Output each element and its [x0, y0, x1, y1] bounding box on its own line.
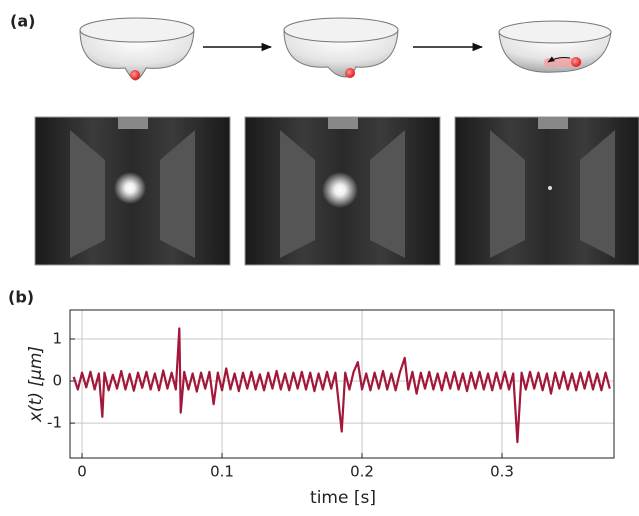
camera-image — [244, 116, 441, 266]
panel-label: (b) — [8, 288, 34, 307]
x-tick-label: 0.3 — [490, 463, 514, 481]
y-tick-label: 0 — [52, 372, 62, 390]
bowl-illustration — [498, 20, 612, 73]
x-tick-label: 0.2 — [350, 463, 374, 481]
plot-frame — [69, 309, 615, 459]
panel-label: (a) — [10, 12, 35, 31]
y-tick-label: 1 — [52, 330, 62, 348]
x-axis-label: time [s] — [310, 488, 376, 508]
plot: -1 0 1 0 0.1 0.2 0.3 — [47, 310, 614, 481]
y-axis-label: x(t) [μm] — [26, 346, 46, 423]
x-tick-label: 0 — [77, 463, 87, 481]
y-tick-label: -1 — [47, 414, 62, 432]
camera-image — [454, 116, 639, 266]
bowl-illustration — [283, 17, 399, 78]
bowl-illustration — [79, 17, 195, 81]
camera-image — [34, 116, 231, 266]
trace — [72, 327, 611, 444]
x-tick-label: 0.1 — [210, 463, 234, 481]
